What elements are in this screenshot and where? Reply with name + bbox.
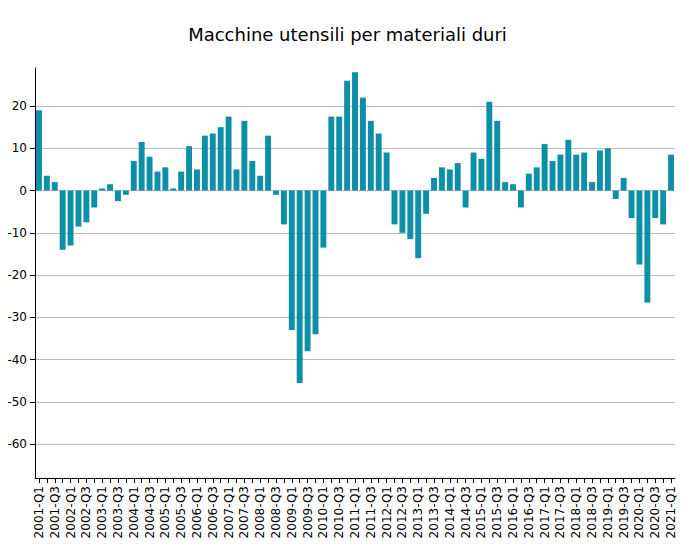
svg-text:2015-Q3: 2015-Q3 [490, 486, 504, 538]
svg-text:2012-Q1: 2012-Q1 [380, 486, 394, 538]
svg-text:2011-Q3: 2011-Q3 [364, 486, 378, 538]
svg-text:20: 20 [12, 99, 27, 113]
svg-text:2003-Q1: 2003-Q1 [95, 486, 109, 538]
svg-text:2014-Q1: 2014-Q1 [443, 486, 457, 538]
svg-text:2017-Q3: 2017-Q3 [553, 486, 567, 538]
svg-text:2011-Q1: 2011-Q1 [348, 486, 362, 538]
svg-text:-50: -50 [7, 395, 27, 409]
svg-text:2012-Q3: 2012-Q3 [395, 486, 409, 538]
svg-text:2001-Q3: 2001-Q3 [48, 486, 62, 538]
svg-text:2010-Q1: 2010-Q1 [316, 486, 330, 538]
svg-text:10: 10 [12, 141, 27, 155]
svg-text:0: 0 [19, 184, 27, 198]
svg-text:2008-Q3: 2008-Q3 [269, 486, 283, 538]
svg-text:2018-Q1: 2018-Q1 [569, 486, 583, 538]
svg-text:2018-Q3: 2018-Q3 [585, 486, 599, 538]
svg-text:2005-Q3: 2005-Q3 [174, 486, 188, 538]
svg-text:2009-Q3: 2009-Q3 [301, 486, 315, 538]
svg-text:2014-Q3: 2014-Q3 [459, 486, 473, 538]
svg-text:2020-Q1: 2020-Q1 [632, 486, 646, 538]
svg-text:2013-Q1: 2013-Q1 [411, 486, 425, 538]
svg-text:2004-Q1: 2004-Q1 [127, 486, 141, 538]
svg-text:2020-Q3: 2020-Q3 [648, 486, 662, 538]
svg-text:2013-Q3: 2013-Q3 [427, 486, 441, 538]
svg-text:2010-Q3: 2010-Q3 [332, 486, 346, 538]
svg-text:2006-Q3: 2006-Q3 [206, 486, 220, 538]
svg-text:2019-Q3: 2019-Q3 [617, 486, 631, 538]
svg-text:2019-Q1: 2019-Q1 [601, 486, 615, 538]
svg-text:Macchine utensili per material: Macchine utensili per materiali duri [188, 24, 507, 45]
svg-text:2016-Q3: 2016-Q3 [522, 486, 536, 538]
svg-text:2007-Q1: 2007-Q1 [222, 486, 236, 538]
svg-text:2017-Q1: 2017-Q1 [538, 486, 552, 538]
svg-text:-30: -30 [7, 310, 27, 324]
svg-text:-10: -10 [7, 226, 27, 240]
svg-text:2002-Q1: 2002-Q1 [64, 486, 78, 538]
svg-text:2006-Q1: 2006-Q1 [190, 486, 204, 538]
svg-text:2002-Q3: 2002-Q3 [79, 486, 93, 538]
svg-text:2004-Q3: 2004-Q3 [143, 486, 157, 538]
svg-text:-20: -20 [7, 268, 27, 282]
svg-text:2009-Q1: 2009-Q1 [285, 486, 299, 538]
svg-text:2005-Q1: 2005-Q1 [158, 486, 172, 538]
svg-text:2008-Q1: 2008-Q1 [253, 486, 267, 538]
svg-text:2003-Q3: 2003-Q3 [111, 486, 125, 538]
svg-text:-60: -60 [7, 437, 27, 451]
svg-text:2015-Q1: 2015-Q1 [474, 486, 488, 538]
svg-text:2021-Q1: 2021-Q1 [664, 486, 678, 538]
svg-text:2001-Q1: 2001-Q1 [32, 486, 46, 538]
svg-text:2007-Q3: 2007-Q3 [237, 486, 251, 538]
svg-text:2016-Q1: 2016-Q1 [506, 486, 520, 538]
svg-text:-40: -40 [7, 353, 27, 367]
